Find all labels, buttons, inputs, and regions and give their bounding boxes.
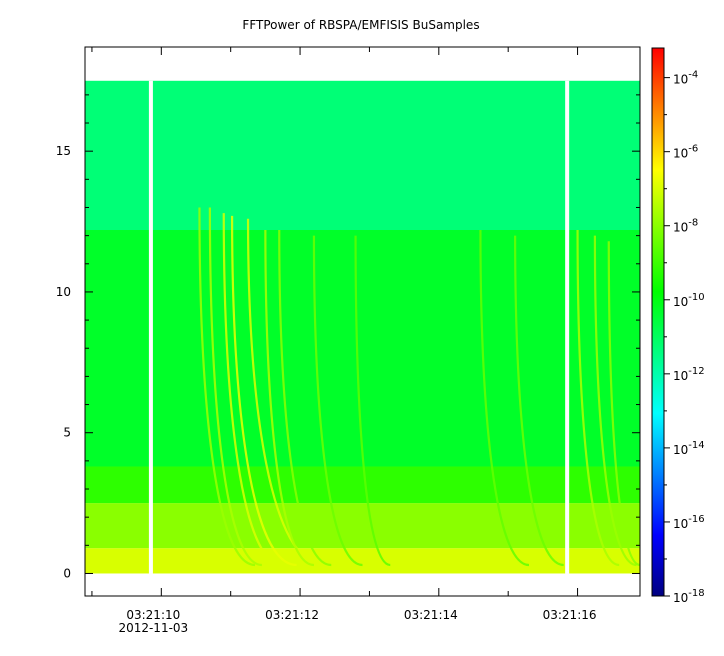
chorus-element xyxy=(576,229,620,567)
chorus-element xyxy=(230,215,297,567)
chorus-element xyxy=(246,218,325,567)
colorbar-tick-label: 10-12 xyxy=(673,366,705,383)
chorus-element xyxy=(593,235,637,567)
colorbar-tick-label: 10-8 xyxy=(673,218,698,235)
x-tick-label: 03:21:10 xyxy=(126,608,180,622)
chart-title: FFTPower of RBSPA/EMFISIS BuSamples xyxy=(242,18,479,32)
chorus-element xyxy=(278,229,332,567)
chorus-element xyxy=(264,229,315,567)
colorbar-tick-label: 10-14 xyxy=(673,440,705,457)
x-tick-label: 03:21:14 xyxy=(404,608,458,622)
y-tick-label: 0 xyxy=(63,566,71,580)
colorbar-tick-label: 10-10 xyxy=(673,292,705,309)
chorus-element xyxy=(354,235,391,567)
y-tick-label: 15 xyxy=(56,144,71,158)
power-band-0 xyxy=(85,548,640,574)
chorus-element xyxy=(312,235,363,567)
power-band-2 xyxy=(85,466,640,504)
data-gap xyxy=(148,80,153,574)
plot-area xyxy=(85,80,640,574)
colorbar-tick-label: 10-16 xyxy=(673,514,705,531)
colorbar-tick-label: 10-18 xyxy=(673,588,705,605)
chorus-element xyxy=(222,213,283,567)
colorbar-gradient xyxy=(651,47,665,597)
x-tick-label: 03:21:12 xyxy=(265,608,319,622)
y-tick-label: 5 xyxy=(63,426,71,440)
chorus-element xyxy=(514,235,564,567)
data-gap xyxy=(565,80,570,574)
y-tick-label: 10 xyxy=(56,285,71,299)
colorbar-tick-label: 10-4 xyxy=(673,70,698,87)
x-tick-date-label: 2012-11-03 xyxy=(118,621,188,635)
power-band-3 xyxy=(85,230,640,467)
chorus-element xyxy=(607,241,640,567)
power-band-1 xyxy=(85,503,640,549)
chorus-element xyxy=(479,229,530,567)
colorbar: 10-4 10-6 10-8 10-10 10-12 10-14 10-16 10-18 xyxy=(651,47,705,605)
x-tick-label: 03:21:16 xyxy=(543,608,597,622)
chorus-element xyxy=(208,207,263,567)
y-axis: 0 5 10 15 xyxy=(56,94,640,580)
chorus-element xyxy=(198,207,256,567)
power-band-4 xyxy=(85,80,640,231)
plot-frame xyxy=(84,46,641,597)
colorbar-tick-label: 10-6 xyxy=(673,144,698,161)
